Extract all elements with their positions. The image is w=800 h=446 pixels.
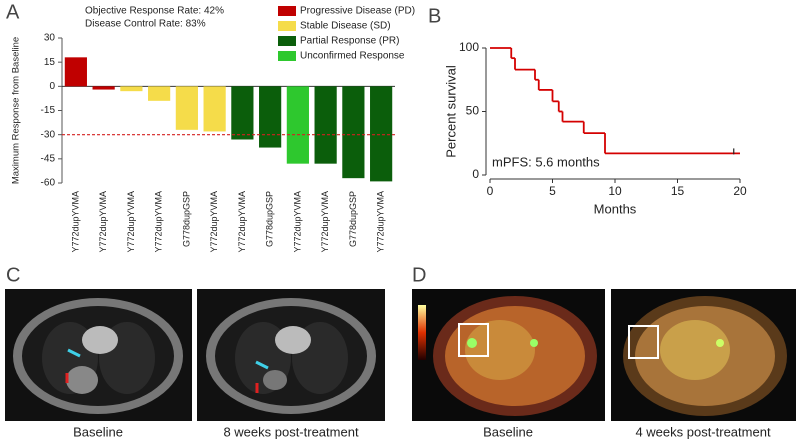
- panel-label: A: [6, 1, 20, 23]
- y-tick-label: -45: [41, 153, 56, 164]
- ct-image: [197, 289, 385, 421]
- y-tick-label: -30: [41, 129, 56, 140]
- legend-label: Partial Response (PR): [300, 36, 399, 47]
- legend-swatch: [278, 6, 296, 16]
- y-tick-label: 30: [44, 33, 56, 44]
- bar: [342, 86, 365, 179]
- panel-label: D: [412, 264, 426, 286]
- x-tick-label: Y772dupYVMA: [70, 191, 80, 253]
- x-tick-label: Y772dupYVMA: [376, 191, 386, 253]
- x-tick-label: Y772dupYVMA: [154, 191, 164, 253]
- y-axis-label: Maximum Response from Baseline: [11, 37, 22, 184]
- image-caption: Baseline: [483, 424, 533, 439]
- bar: [259, 86, 282, 148]
- bar: [64, 57, 87, 87]
- pet-image: [412, 289, 605, 421]
- pet-image: [611, 289, 796, 421]
- x-tick-label: 5: [549, 184, 556, 198]
- x-tick-label: Y772dupYVMA: [98, 191, 108, 253]
- x-tick-label: Y772dupYVMA: [292, 191, 302, 253]
- x-tick-label: 10: [608, 184, 622, 198]
- y-tick-label: 100: [459, 40, 479, 54]
- bar: [148, 86, 171, 101]
- ct-image: [5, 289, 192, 421]
- legend-label: Unconfirmed Response: [300, 51, 405, 62]
- image-caption: 8 weeks post-treatment: [223, 424, 359, 439]
- x-tick-label: G778dupGSP: [181, 191, 191, 247]
- bar: [231, 86, 254, 140]
- y-tick-label: -15: [41, 105, 56, 116]
- legend-label: Stable Disease (SD): [300, 21, 391, 32]
- x-tick-label: G778dupGSP: [348, 191, 358, 247]
- annotation: Disease Control Rate: 83%: [85, 19, 206, 30]
- bar: [175, 86, 198, 130]
- legend-swatch: [278, 21, 296, 31]
- x-tick-label: 0: [487, 184, 494, 198]
- annotation: Objective Response Rate: 42%: [85, 6, 224, 17]
- x-tick-label: Y772dupYVMA: [209, 191, 219, 253]
- bar: [370, 86, 393, 182]
- x-axis-label: Months: [594, 201, 637, 216]
- bar: [203, 86, 226, 132]
- bar: [92, 86, 115, 90]
- y-tick-label: 15: [44, 57, 56, 68]
- y-tick-label: 0: [49, 81, 55, 92]
- x-tick-label: Y772dupYVMA: [126, 191, 136, 253]
- bar: [314, 86, 337, 164]
- x-tick-label: 15: [671, 184, 685, 198]
- image-caption: Baseline: [73, 424, 123, 439]
- annotation: mPFS: 5.6 months: [492, 154, 600, 169]
- y-tick-label: 0: [472, 167, 479, 181]
- x-tick-label: Y772dupYVMA: [320, 191, 330, 253]
- legend-swatch: [278, 36, 296, 46]
- legend-label: Progressive Disease (PD): [300, 6, 415, 17]
- x-tick-label: Y772dupYVMA: [237, 191, 247, 253]
- bar: [120, 86, 143, 92]
- x-tick-label: G778dupGSP: [265, 191, 275, 247]
- panel-label: C: [6, 264, 20, 286]
- y-tick-label: -60: [41, 178, 56, 189]
- image-caption: 4 weeks post-treatment: [635, 424, 771, 439]
- panel-label: B: [428, 5, 441, 27]
- bar: [286, 86, 309, 164]
- y-axis-label: Percent survival: [443, 65, 458, 158]
- y-tick-label: 50: [466, 104, 480, 118]
- x-tick-label: 20: [733, 184, 747, 198]
- legend-swatch: [278, 51, 296, 61]
